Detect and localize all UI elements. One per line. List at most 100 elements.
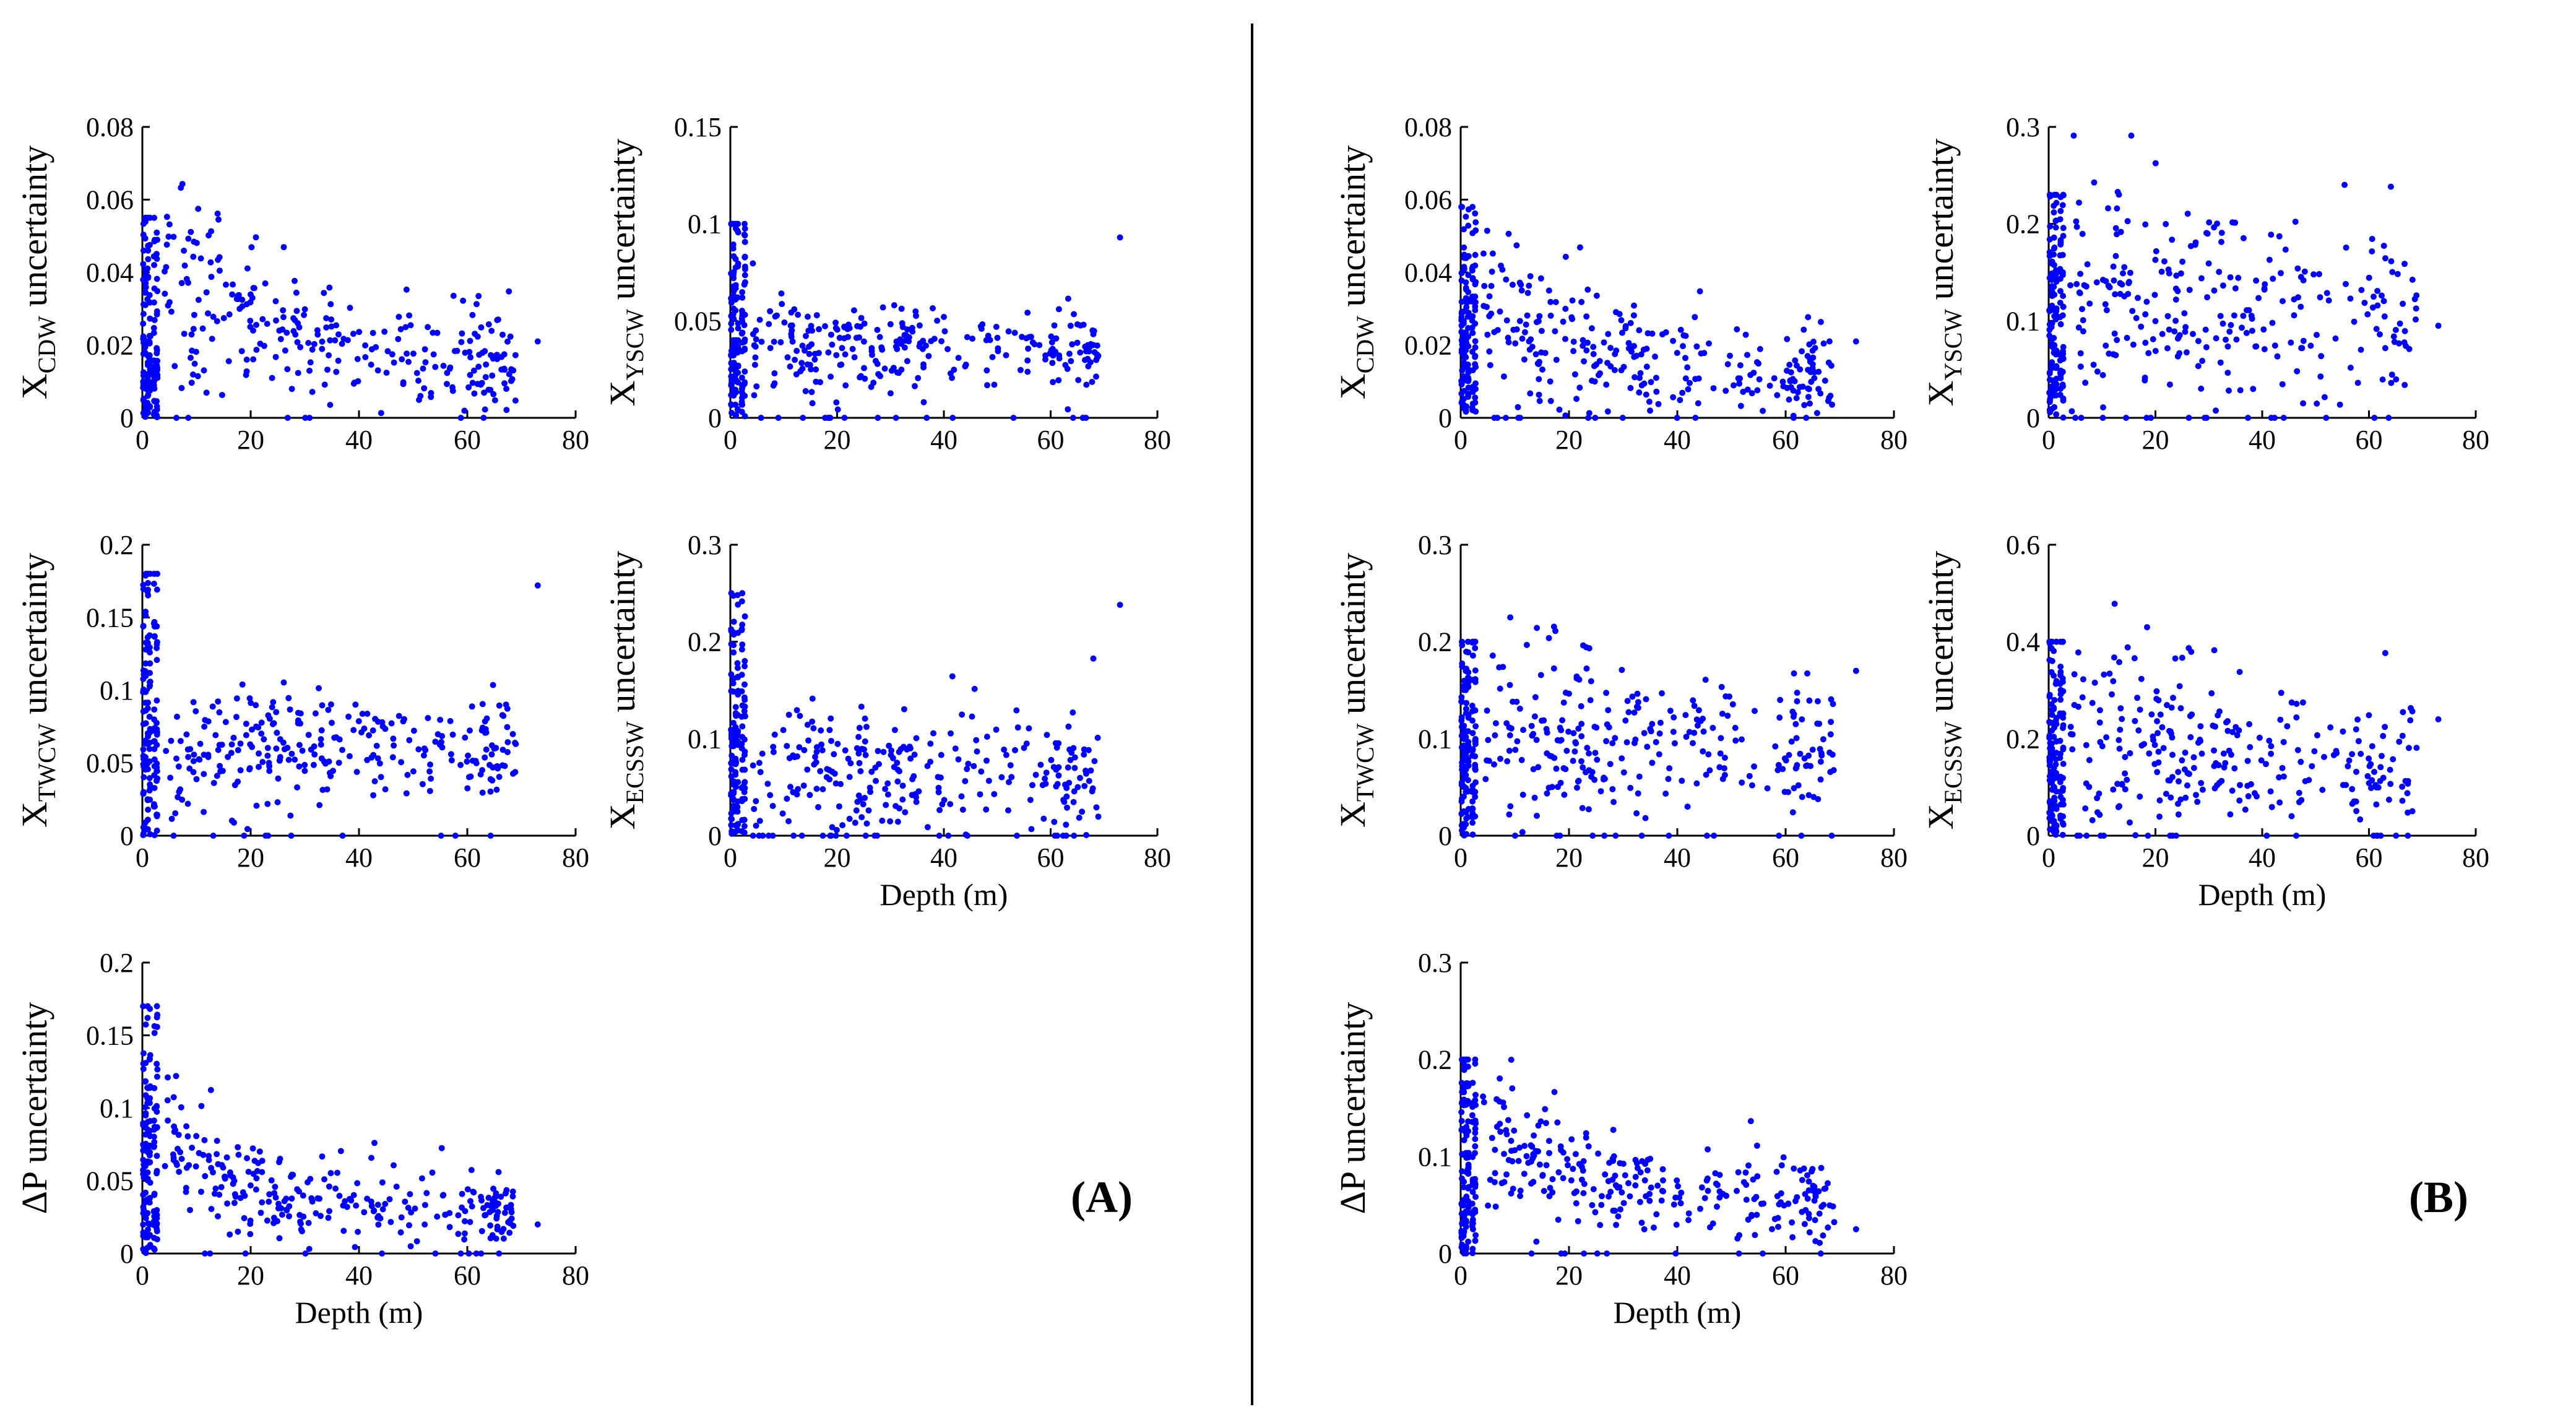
data-point — [247, 299, 254, 306]
data-point — [2401, 381, 2408, 388]
data-point — [1754, 1173, 1761, 1180]
data-point — [1465, 1184, 1472, 1190]
x-tick-label: 60 — [1037, 425, 1065, 455]
data-point — [352, 701, 359, 708]
data-point — [461, 1236, 468, 1243]
y-tick-label: 0 — [1438, 821, 1452, 851]
data-point — [1463, 710, 1469, 717]
data-point — [868, 768, 875, 775]
data-point — [509, 770, 516, 777]
data-point — [1469, 275, 1476, 282]
data-point — [1549, 1176, 1556, 1182]
data-point — [140, 756, 147, 763]
data-point — [302, 1250, 309, 1257]
data-point — [1632, 374, 1638, 381]
data-point — [1617, 1160, 1623, 1167]
data-point — [756, 833, 763, 839]
data-point — [915, 375, 922, 381]
data-point — [368, 1154, 374, 1161]
data-point — [2353, 808, 2360, 815]
data-point — [1695, 375, 1702, 382]
data-point — [1555, 1169, 1562, 1176]
data-point — [467, 371, 473, 378]
data-point — [1786, 751, 1792, 758]
data-point — [2256, 734, 2263, 741]
data-point — [741, 220, 748, 227]
data-point — [900, 743, 907, 750]
data-point — [197, 740, 204, 747]
data-point — [2371, 415, 2378, 421]
data-point — [1747, 1118, 1754, 1125]
data-point — [1458, 810, 1465, 817]
data-point — [247, 1182, 254, 1189]
data-point — [379, 1179, 386, 1186]
data-point — [2218, 238, 2224, 245]
data-point — [1060, 833, 1066, 839]
data-point — [427, 761, 433, 768]
data-point — [247, 318, 254, 324]
data-point — [2048, 385, 2055, 392]
data-point — [187, 1206, 193, 1213]
data-point — [2284, 723, 2291, 730]
data-point — [2116, 659, 2122, 665]
data-point — [146, 241, 153, 248]
data-point — [216, 254, 223, 261]
data-point — [813, 748, 820, 755]
data-point — [2111, 277, 2117, 284]
data-point — [1526, 346, 1533, 353]
data-point — [2119, 781, 2125, 788]
data-point — [793, 707, 800, 714]
data-point — [902, 809, 909, 816]
data-point — [2358, 750, 2364, 757]
data-point — [1797, 750, 1804, 757]
data-point — [977, 791, 983, 798]
data-point — [1497, 1128, 1504, 1135]
data-point — [2173, 272, 2180, 279]
data-point — [2046, 326, 2053, 333]
y-tick-label: 0.2 — [1418, 627, 1452, 657]
data-point — [1049, 360, 1056, 366]
data-point — [1501, 1151, 1507, 1158]
data-point — [2218, 230, 2225, 236]
data-point — [1497, 1120, 1503, 1127]
data-point — [179, 796, 186, 803]
data-point — [376, 760, 383, 767]
data-point — [874, 326, 881, 333]
data-point — [913, 735, 920, 742]
data-point — [410, 727, 417, 734]
data-point — [1458, 1109, 1465, 1115]
data-point — [1591, 378, 1598, 385]
data-point — [197, 255, 204, 262]
data-point — [1469, 1211, 1476, 1218]
data-point — [739, 590, 746, 597]
data-point — [1646, 399, 1653, 405]
data-point — [1549, 753, 1555, 760]
data-point — [207, 1086, 214, 1093]
y-axis-label-suffix: uncertainty — [602, 551, 642, 721]
data-point — [2175, 800, 2181, 807]
data-point — [916, 322, 923, 329]
y-axis-label-subscript: TWCW — [1351, 723, 1379, 802]
data-point — [732, 282, 739, 288]
data-point — [2184, 782, 2190, 789]
data-point — [212, 732, 219, 738]
data-point — [146, 632, 153, 639]
data-point — [2049, 258, 2055, 265]
data-point — [296, 324, 303, 331]
data-point — [1680, 343, 1686, 350]
data-point — [1528, 1180, 1534, 1187]
data-point — [1459, 661, 1466, 667]
data-point — [738, 740, 745, 747]
data-point — [375, 1221, 382, 1228]
data-point — [913, 799, 920, 805]
data-point — [1698, 1184, 1705, 1191]
data-point — [730, 387, 737, 394]
data-point — [741, 713, 748, 720]
data-point — [462, 1218, 468, 1224]
data-point — [292, 756, 298, 763]
data-point — [420, 752, 427, 759]
data-point — [482, 1212, 488, 1219]
data-point — [1679, 389, 1686, 396]
